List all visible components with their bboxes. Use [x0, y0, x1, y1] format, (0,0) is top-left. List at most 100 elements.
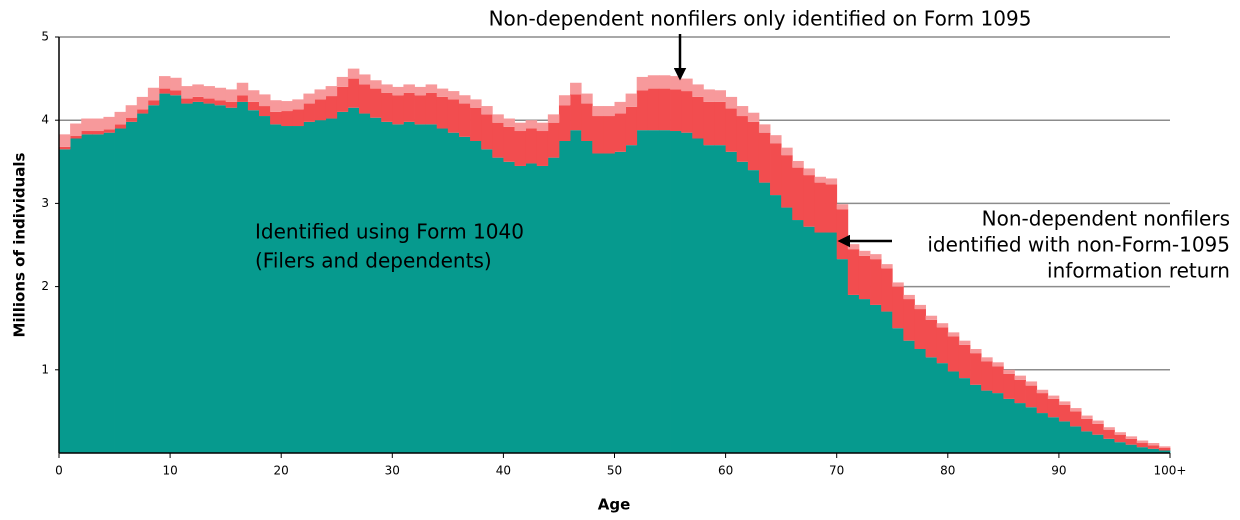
bar-segment: [281, 101, 293, 112]
bar-segment: [492, 157, 504, 453]
bar-segment: [836, 204, 849, 210]
bar-segment: [392, 124, 404, 454]
bar-segment: [59, 149, 71, 453]
bars: [59, 68, 1171, 454]
bar-segment: [614, 113, 627, 152]
bar-segment: [1092, 423, 1104, 435]
bar-segment: [725, 151, 738, 454]
bar-segment: [647, 130, 660, 453]
bar-segment: [136, 113, 149, 453]
bar-segment: [1136, 447, 1149, 453]
bar-segment: [414, 95, 427, 125]
x-tick-label: 30: [385, 464, 400, 478]
y-tick-label: 2: [41, 279, 49, 293]
bar-segment: [903, 299, 915, 341]
bar-segment: [147, 100, 160, 106]
x-tick-label: 10: [162, 464, 177, 478]
bar-segment: [681, 78, 693, 92]
bar-segment: [447, 91, 460, 100]
bar-segment: [325, 118, 338, 453]
bar-segment: [1047, 398, 1060, 418]
bar-segment: [947, 332, 960, 337]
x-tick-label: 20: [274, 464, 289, 478]
bar-segment: [303, 121, 315, 453]
bar-segment: [692, 96, 704, 139]
bar-segment: [381, 92, 393, 122]
bar-segment: [892, 328, 904, 453]
bar-segment: [958, 340, 971, 345]
bar-segment: [692, 138, 704, 453]
bar-segment: [1036, 393, 1049, 414]
x-tick-label: 40: [496, 464, 511, 478]
bar-segment: [536, 131, 549, 166]
bar-segment: [114, 128, 127, 453]
bar-segment: [981, 357, 993, 362]
bar-segment: [170, 95, 182, 454]
bar-segment: [625, 93, 638, 107]
bar-segment: [925, 357, 938, 453]
bar-segment: [70, 136, 82, 139]
bar-segment: [1014, 403, 1026, 453]
bar-segment: [92, 118, 104, 132]
bar-segment: [658, 88, 671, 131]
bar-segment: [325, 96, 338, 119]
x-tick-label: 60: [718, 464, 733, 478]
bar-segment: [647, 75, 660, 89]
series-label: (Filers and dependents): [255, 249, 492, 273]
bar-segment: [214, 100, 227, 106]
bar-segment: [758, 124, 771, 133]
bar-segment: [103, 129, 115, 133]
bar-segment: [1114, 432, 1126, 435]
bar-segment: [1092, 434, 1104, 453]
bar-segment: [1114, 434, 1126, 443]
x-tick-label: 70: [829, 464, 844, 478]
bar-segment: [347, 107, 360, 453]
bar-segment: [592, 116, 604, 154]
bar-segment: [236, 101, 249, 454]
bar-segment: [536, 165, 549, 453]
bar-segment: [892, 282, 904, 287]
bar-segment: [858, 299, 871, 453]
bar-segment: [370, 80, 382, 89]
bar-segment: [481, 114, 493, 150]
bar-segment: [558, 105, 571, 141]
bar-segment: [1158, 450, 1171, 453]
bar-segment: [314, 89, 327, 100]
bar-segment: [1025, 381, 1038, 386]
bar-segment: [725, 96, 738, 109]
bar-segment: [336, 111, 349, 453]
bar-segment: [81, 134, 93, 453]
bar-segment: [203, 86, 215, 99]
bar-segment: [81, 131, 93, 135]
bar-segment: [192, 96, 204, 102]
bar-segment: [970, 349, 982, 354]
bar-segment: [1092, 420, 1104, 424]
bar-segment: [125, 117, 138, 122]
bar-segment: [458, 103, 471, 137]
bar-segment: [247, 101, 260, 111]
x-tick-label: 50: [607, 464, 622, 478]
bar-segment: [914, 349, 926, 453]
bar-segment: [1158, 446, 1171, 449]
x-axis-title: Age: [598, 496, 631, 514]
bar-segment: [1103, 438, 1115, 453]
bar-segment: [336, 76, 349, 87]
bar-segment: [1058, 404, 1071, 422]
bar-segment: [792, 160, 804, 168]
bar-segment: [425, 124, 438, 454]
bar-segment: [436, 96, 449, 129]
bar-segment: [292, 109, 304, 127]
bar-segment: [158, 93, 171, 454]
bar-segment: [292, 99, 304, 110]
bar-segment: [625, 106, 638, 146]
bar-segment: [1070, 408, 1082, 412]
bar-segment: [658, 75, 671, 89]
bar-segment: [903, 294, 915, 300]
bar-segment: [181, 103, 193, 453]
bar-segment: [847, 294, 860, 453]
bar-segment: [192, 84, 204, 97]
bar-segment: [858, 255, 871, 300]
